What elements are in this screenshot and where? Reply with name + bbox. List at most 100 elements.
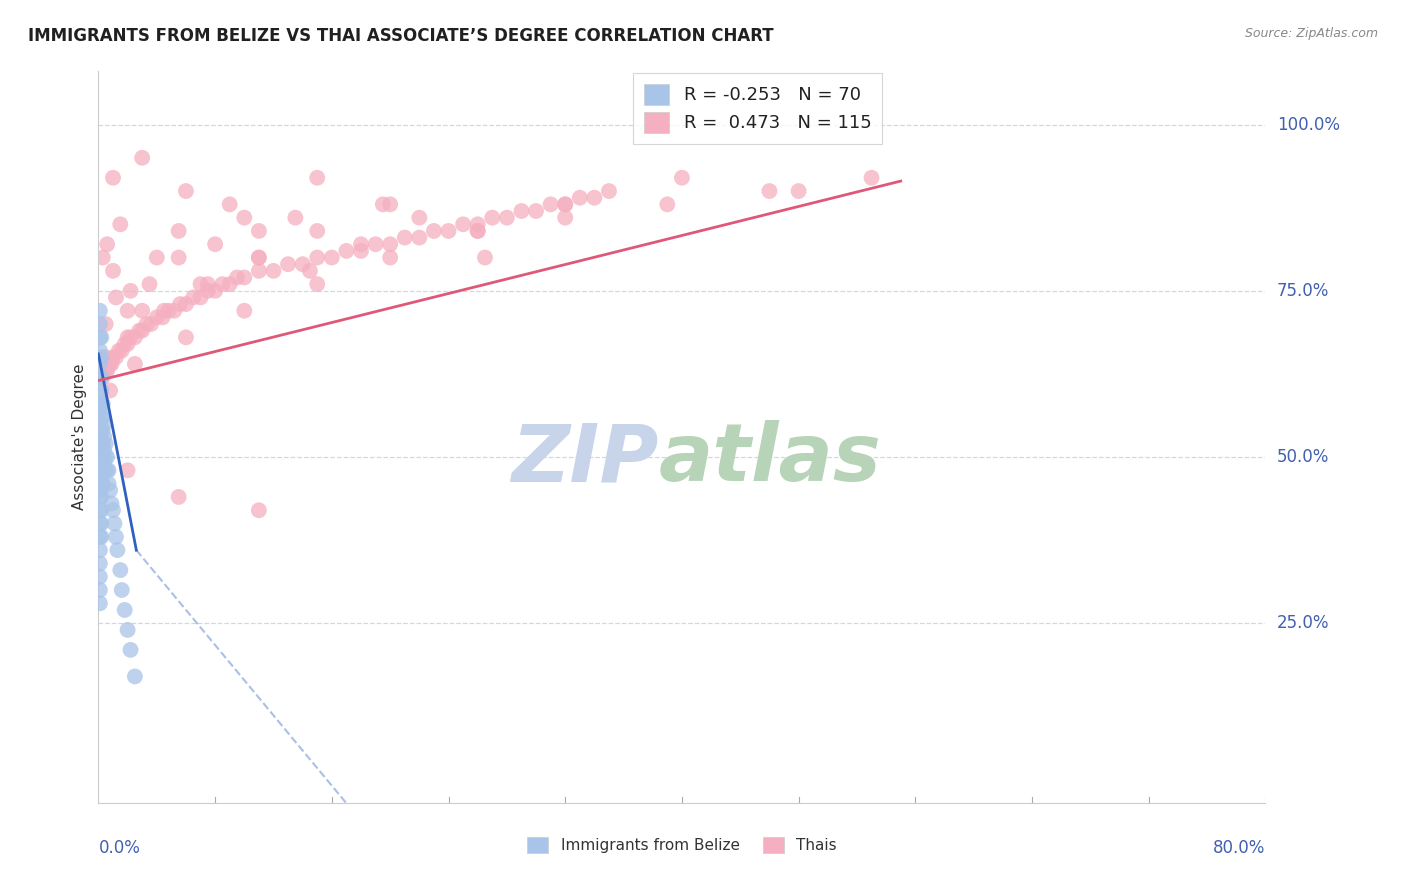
Point — [90, 436, 112, 450]
Point — [94, 363, 117, 377]
Point — [89, 503, 111, 517]
Point — [91, 370, 114, 384]
Point — [181, 290, 204, 304]
Point — [467, 224, 489, 238]
Y-axis label: Associate's Degree: Associate's Degree — [72, 364, 87, 510]
Point — [394, 230, 416, 244]
Point — [474, 251, 496, 265]
Point — [364, 237, 387, 252]
Point — [90, 384, 112, 398]
Point — [93, 457, 115, 471]
Point — [89, 570, 111, 584]
Point — [277, 257, 299, 271]
Point — [90, 463, 112, 477]
Point — [110, 217, 132, 231]
Point — [174, 297, 197, 311]
Point — [91, 450, 114, 464]
Point — [94, 450, 117, 464]
Point — [89, 370, 111, 384]
Text: 0.0%: 0.0% — [98, 839, 141, 857]
Point — [97, 357, 120, 371]
Point — [204, 237, 226, 252]
Point — [89, 303, 111, 318]
Point — [94, 436, 117, 450]
Point — [307, 170, 329, 185]
Point — [380, 251, 402, 265]
Point — [233, 303, 256, 318]
Point — [89, 516, 111, 531]
Point — [380, 237, 402, 252]
Point — [204, 284, 226, 298]
Point — [101, 503, 124, 517]
Point — [111, 582, 134, 597]
Point — [117, 623, 139, 637]
Point — [89, 384, 111, 398]
Point — [174, 330, 197, 344]
Point — [120, 643, 142, 657]
Point — [90, 410, 112, 425]
Point — [554, 211, 576, 225]
Point — [100, 497, 122, 511]
Text: 75.0%: 75.0% — [1277, 282, 1330, 300]
Point — [90, 424, 112, 438]
Point — [247, 264, 270, 278]
Point — [124, 357, 146, 371]
Point — [146, 310, 169, 325]
Point — [554, 197, 576, 211]
Point — [93, 417, 115, 431]
Point — [371, 197, 394, 211]
Point — [190, 277, 212, 292]
Point — [90, 330, 112, 344]
Point — [167, 490, 190, 504]
Point — [408, 211, 430, 225]
Point — [787, 184, 810, 198]
Point — [91, 436, 114, 450]
Point — [174, 184, 197, 198]
Point — [110, 563, 132, 577]
Text: ZIP: ZIP — [512, 420, 658, 498]
Text: Source: ZipAtlas.com: Source: ZipAtlas.com — [1244, 27, 1378, 40]
Point — [510, 204, 533, 219]
Point — [120, 284, 142, 298]
Text: 50.0%: 50.0% — [1277, 448, 1330, 466]
Point — [496, 211, 519, 225]
Point — [120, 330, 142, 344]
Point — [98, 357, 121, 371]
Point — [90, 351, 112, 365]
Point — [89, 490, 111, 504]
Point — [93, 443, 115, 458]
Point — [94, 351, 117, 365]
Point — [598, 184, 620, 198]
Point — [226, 270, 249, 285]
Point — [335, 244, 357, 258]
Point — [437, 224, 460, 238]
Point — [93, 430, 115, 444]
Point — [101, 264, 124, 278]
Point — [583, 191, 606, 205]
Point — [117, 330, 139, 344]
Point — [247, 503, 270, 517]
Point — [90, 490, 112, 504]
Point — [139, 317, 162, 331]
Point — [131, 303, 153, 318]
Point — [89, 430, 111, 444]
Point — [91, 410, 114, 425]
Text: IMMIGRANTS FROM BELIZE VS THAI ASSOCIATE’S DEGREE CORRELATION CHART: IMMIGRANTS FROM BELIZE VS THAI ASSOCIATE… — [28, 27, 773, 45]
Point — [91, 436, 114, 450]
Point — [90, 370, 112, 384]
Point — [211, 277, 233, 292]
Point — [197, 277, 219, 292]
Point — [163, 303, 186, 318]
Text: 80.0%: 80.0% — [1213, 839, 1265, 857]
Point — [467, 224, 489, 238]
Point — [423, 224, 446, 238]
Text: 25.0%: 25.0% — [1277, 615, 1330, 632]
Point — [89, 403, 111, 417]
Point — [291, 257, 314, 271]
Point — [89, 317, 111, 331]
Point — [90, 397, 112, 411]
Point — [524, 204, 547, 219]
Point — [169, 297, 191, 311]
Point — [152, 310, 174, 325]
Point — [111, 343, 134, 358]
